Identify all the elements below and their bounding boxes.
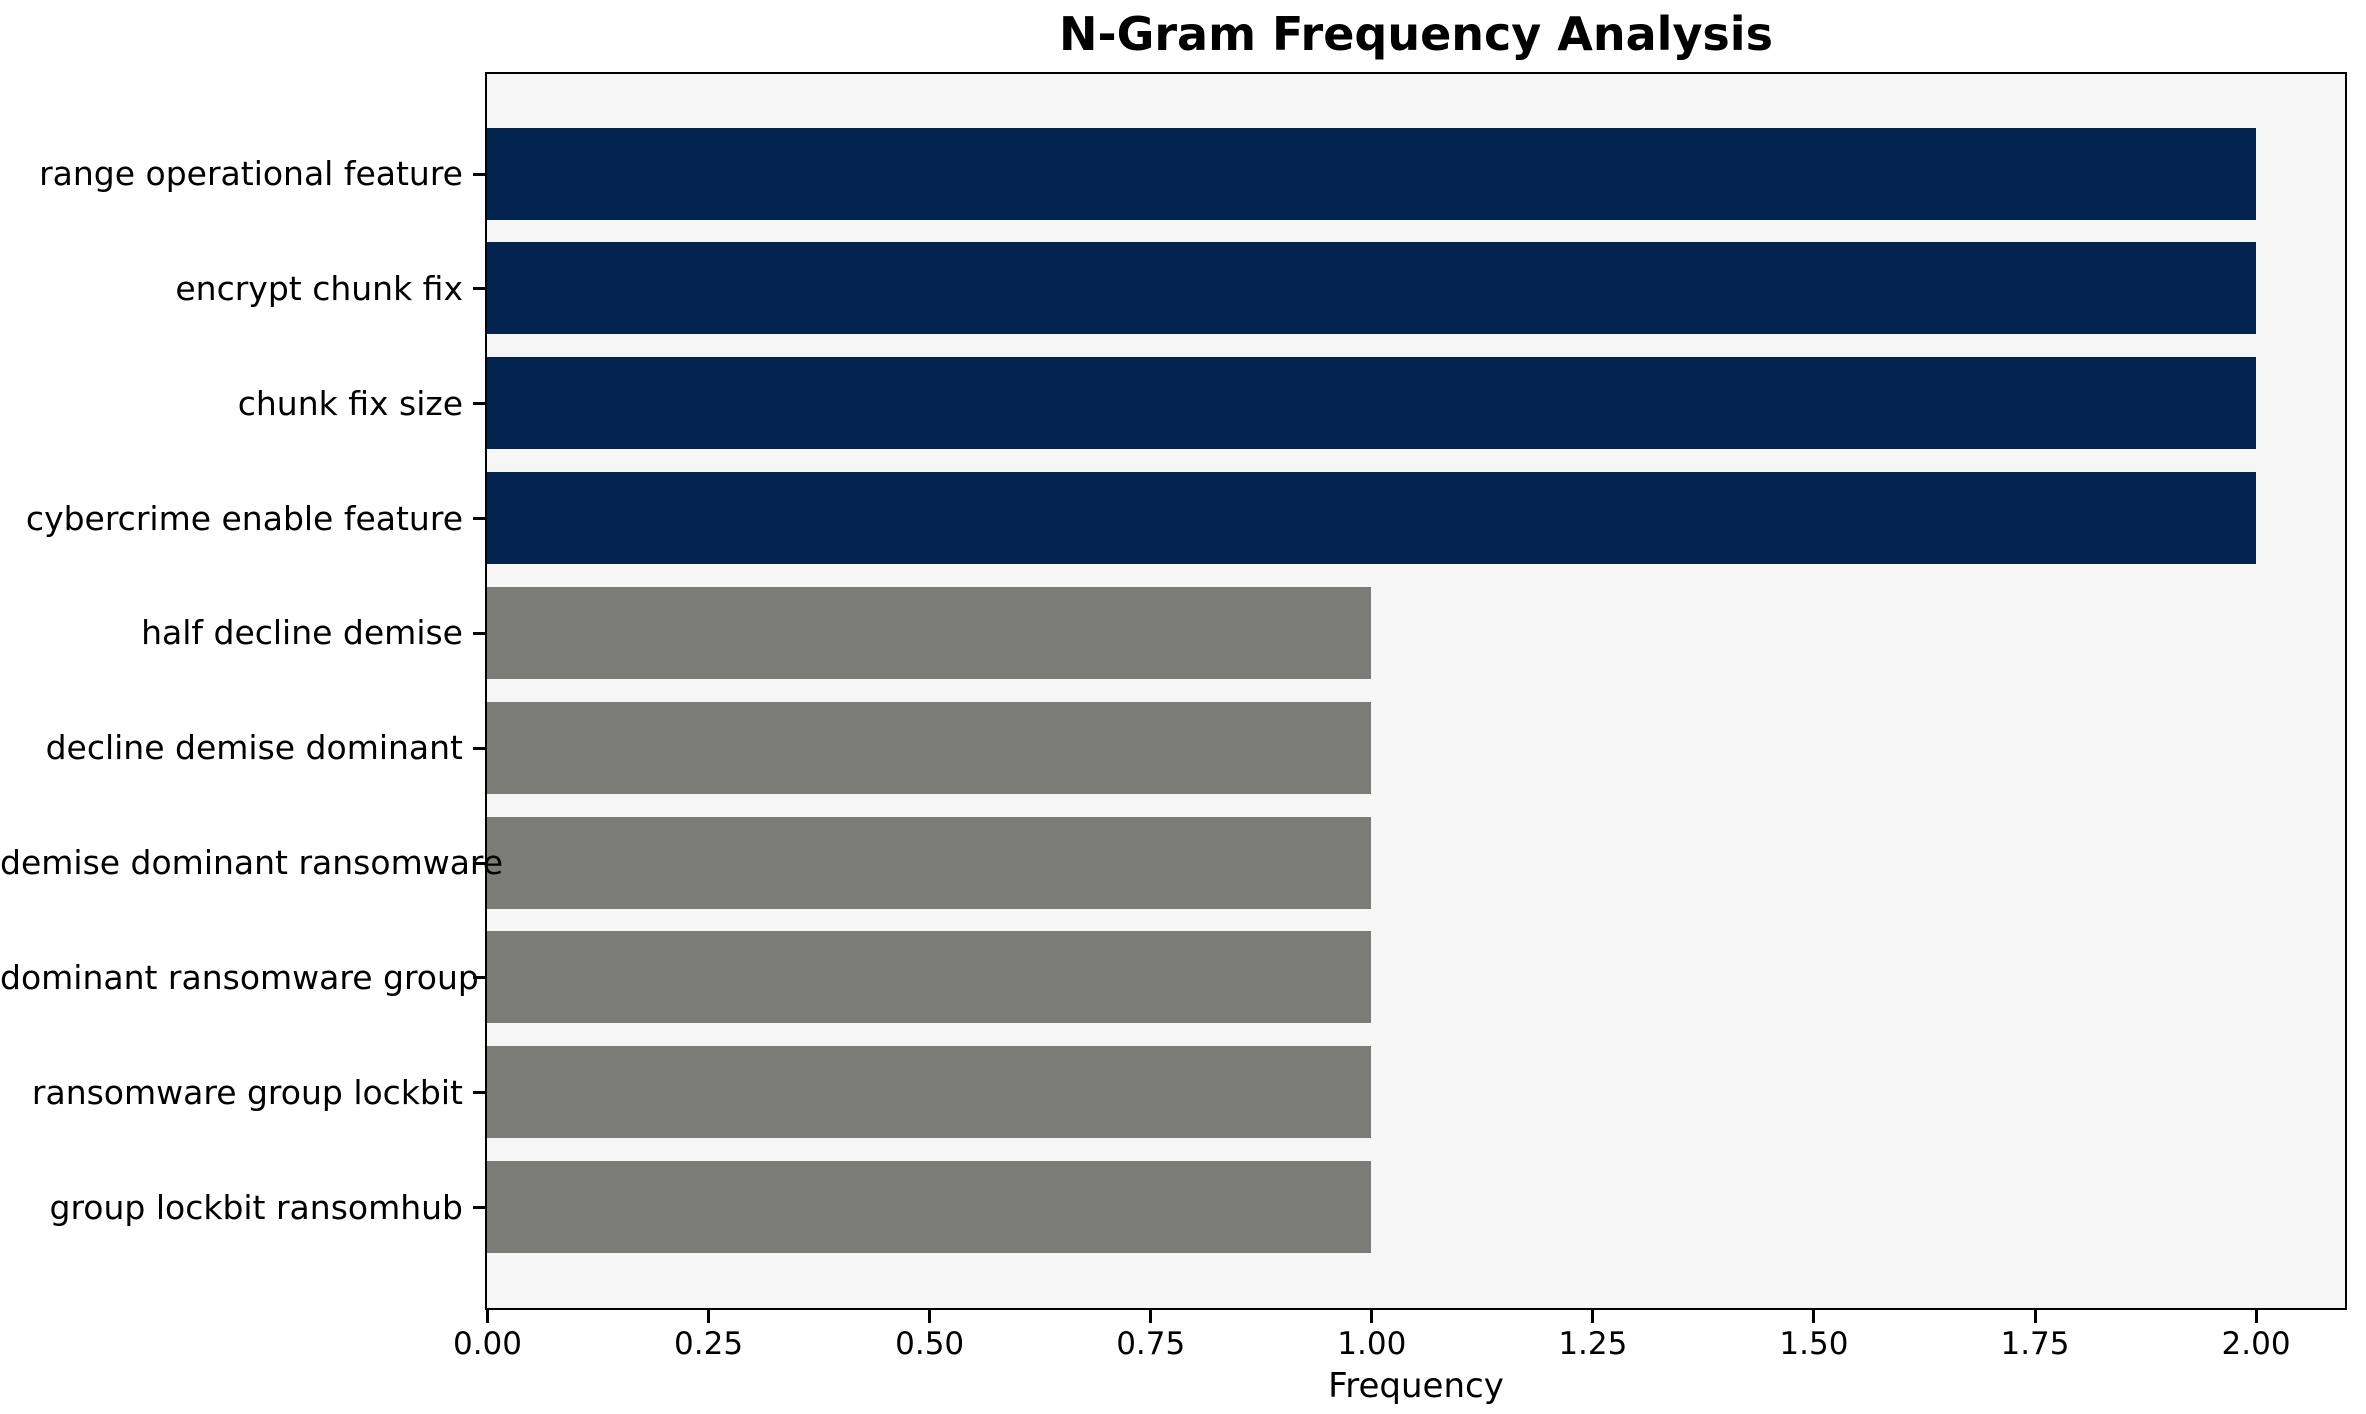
- y-axis-label: encrypt chunk fix: [175, 268, 463, 308]
- bar: [487, 586, 1372, 679]
- y-tick-mark: [473, 631, 485, 635]
- y-tick-mark: [473, 976, 485, 980]
- x-tick-label: 2.00: [2221, 1326, 2291, 1362]
- plot-area: [485, 72, 2347, 1310]
- y-axis-label: group lockbit ransomhub: [49, 1187, 464, 1227]
- x-tick-mark: [928, 1310, 932, 1323]
- x-tick-mark: [486, 1310, 489, 1323]
- x-tick-label: 0.00: [452, 1326, 523, 1362]
- y-tick-mark: [473, 1091, 485, 1095]
- bar: [487, 127, 2256, 220]
- bar: [487, 931, 1372, 1024]
- bar: [487, 816, 1372, 909]
- y-tick-mark: [473, 861, 485, 865]
- bar: [487, 701, 1372, 794]
- chart-title: N-Gram Frequency Analysis: [1059, 7, 1773, 61]
- bar: [487, 472, 2256, 565]
- y-axis-label: range operational feature: [39, 154, 463, 193]
- x-tick-mark: [2033, 1310, 2037, 1323]
- y-axis-label: decline demise dominant: [45, 728, 463, 768]
- x-tick-label: 0.25: [674, 1326, 744, 1362]
- x-tick-label: 1.25: [1558, 1326, 1628, 1362]
- x-tick-label: 1.00: [1337, 1326, 1407, 1362]
- x-tick-mark: [1149, 1310, 1153, 1323]
- x-tick-mark: [1591, 1310, 1595, 1323]
- bar: [487, 1161, 1372, 1254]
- x-tick-label: 0.50: [895, 1326, 965, 1362]
- y-tick-mark: [473, 402, 485, 406]
- bar: [487, 357, 2256, 450]
- y-axis-label: ransomware group lockbit: [31, 1072, 463, 1112]
- y-axis-label: half decline demise: [141, 613, 463, 653]
- y-axis-label: chunk fix size: [237, 383, 463, 423]
- y-axis-label: dominant ransomware group: [0, 957, 479, 997]
- bar: [487, 1046, 1372, 1139]
- x-tick-label: 1.50: [1779, 1326, 1849, 1362]
- x-tick-mark: [1370, 1310, 1374, 1323]
- y-tick-mark: [473, 746, 485, 750]
- x-tick-label: 1.75: [2000, 1326, 2070, 1362]
- x-tick-mark: [1812, 1310, 1816, 1323]
- y-tick-mark: [473, 287, 485, 291]
- y-axis-label: cybercrime enable feature: [25, 498, 463, 538]
- y-tick-mark: [473, 517, 485, 521]
- x-tick-label: 0.75: [1116, 1326, 1186, 1362]
- x-tick-mark: [2254, 1310, 2258, 1323]
- y-tick-mark: [473, 1206, 485, 1210]
- x-axis-label: Frequency: [1328, 1366, 1504, 1406]
- y-axis-label: demise dominant ransomware: [0, 843, 504, 883]
- x-tick-mark: [707, 1310, 711, 1323]
- bar: [487, 242, 2256, 335]
- y-tick-mark: [473, 172, 485, 176]
